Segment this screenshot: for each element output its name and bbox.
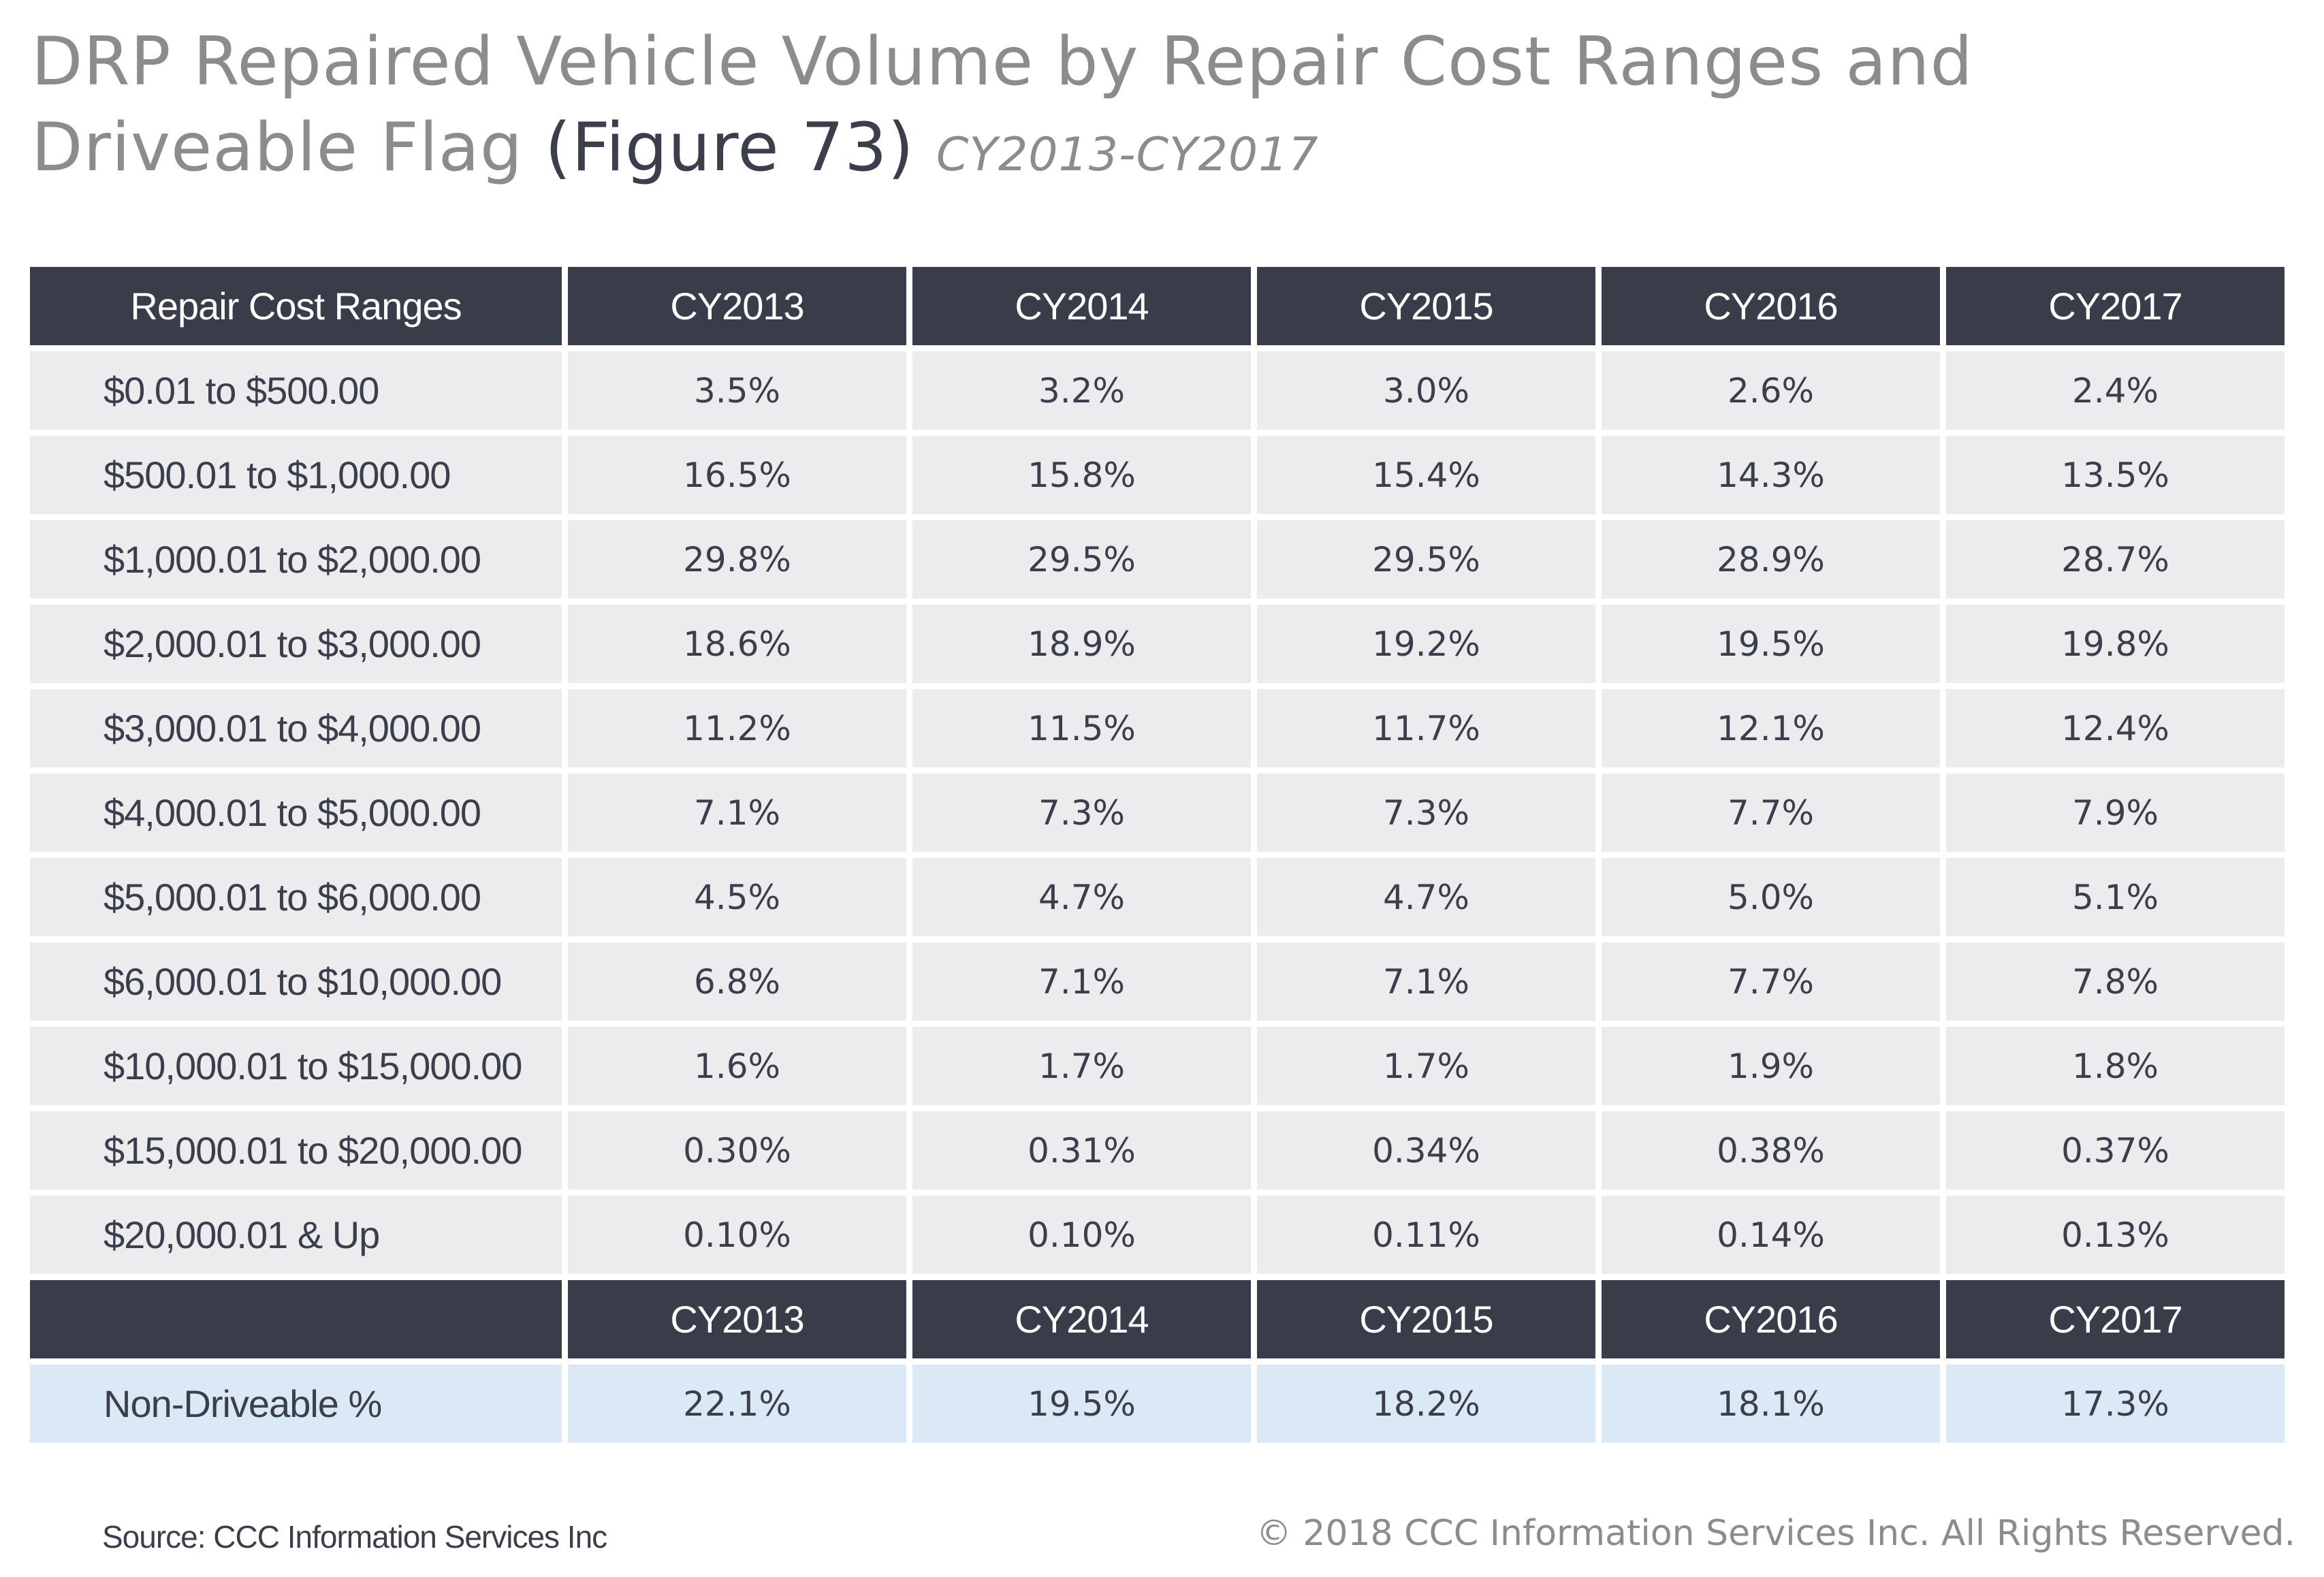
driveable-header-year: CY2017 xyxy=(1946,1280,2285,1358)
data-cell: 4.7% xyxy=(1257,858,1595,936)
data-cell: 0.10% xyxy=(568,1196,906,1274)
data-cell: 12.1% xyxy=(1602,689,1940,767)
data-cell: 7.1% xyxy=(1257,942,1595,1021)
column-header-year: CY2015 xyxy=(1257,267,1595,345)
data-cell: 5.1% xyxy=(1946,858,2285,936)
data-cell: 18.6% xyxy=(568,605,906,683)
data-cell: 1.7% xyxy=(912,1027,1251,1105)
data-cell: 0.31% xyxy=(912,1111,1251,1190)
column-header-year: CY2013 xyxy=(568,267,906,345)
data-cell: 19.8% xyxy=(1946,605,2285,683)
data-cell: 15.4% xyxy=(1257,436,1595,514)
driveable-cell: 19.5% xyxy=(912,1365,1251,1443)
data-cell: 1.7% xyxy=(1257,1027,1595,1105)
data-cell: 3.5% xyxy=(568,351,906,430)
data-cell: 13.5% xyxy=(1946,436,2285,514)
driveable-header-year: CY2013 xyxy=(568,1280,906,1358)
data-cell: 0.14% xyxy=(1602,1196,1940,1274)
driveable-header-year: CY2016 xyxy=(1602,1280,1940,1358)
row-label: $15,000.01 to $20,000.00 xyxy=(30,1111,562,1190)
driveable-row-label: Non-Driveable % xyxy=(30,1365,562,1443)
data-cell: 29.5% xyxy=(1257,520,1595,599)
data-cell: 5.0% xyxy=(1602,858,1940,936)
column-header-range: Repair Cost Ranges xyxy=(30,267,562,345)
data-cell: 1.6% xyxy=(568,1027,906,1105)
data-cell: 12.4% xyxy=(1946,689,2285,767)
data-cell: 11.5% xyxy=(912,689,1251,767)
data-cell: 4.5% xyxy=(568,858,906,936)
driveable-cell: 18.2% xyxy=(1257,1365,1595,1443)
data-cell: 18.9% xyxy=(912,605,1251,683)
data-cell: 16.5% xyxy=(568,436,906,514)
row-label: $1,000.01 to $2,000.00 xyxy=(30,520,562,599)
data-cell: 19.2% xyxy=(1257,605,1595,683)
data-cell: 4.7% xyxy=(912,858,1251,936)
row-label: $10,000.01 to $15,000.00 xyxy=(30,1027,562,1105)
data-cell: 0.34% xyxy=(1257,1111,1595,1190)
column-header-year: CY2014 xyxy=(912,267,1251,345)
data-cell: 14.3% xyxy=(1602,436,1940,514)
column-header-year: CY2017 xyxy=(1946,267,2285,345)
row-label: $4,000.01 to $5,000.00 xyxy=(30,774,562,852)
data-cell: 7.3% xyxy=(1257,774,1595,852)
data-cell: 3.0% xyxy=(1257,351,1595,430)
data-cell: 0.13% xyxy=(1946,1196,2285,1274)
data-cell: 1.8% xyxy=(1946,1027,2285,1105)
data-cell: 1.9% xyxy=(1602,1027,1940,1105)
page-title: DRP Repaired Vehicle Volume by Repair Co… xyxy=(31,19,2278,198)
row-label: $0.01 to $500.00 xyxy=(30,351,562,430)
data-cell: 6.8% xyxy=(568,942,906,1021)
data-cell: 7.7% xyxy=(1602,942,1940,1021)
data-cell: 3.2% xyxy=(912,351,1251,430)
data-cell: 28.9% xyxy=(1602,520,1940,599)
data-cell: 7.1% xyxy=(912,942,1251,1021)
driveable-header-year: CY2015 xyxy=(1257,1280,1595,1358)
data-cell: 2.4% xyxy=(1946,351,2285,430)
driveable-cell: 18.1% xyxy=(1602,1365,1940,1443)
figure-label: (Figure 73) xyxy=(545,109,914,187)
data-cell: 0.37% xyxy=(1946,1111,2285,1190)
data-cell: 0.11% xyxy=(1257,1196,1595,1274)
data-cell: 11.2% xyxy=(568,689,906,767)
data-cell: 11.7% xyxy=(1257,689,1595,767)
data-cell: 7.1% xyxy=(568,774,906,852)
data-cell: 7.3% xyxy=(912,774,1251,852)
data-cell: 29.8% xyxy=(568,520,906,599)
copyright-note: © 2018 CCC Information Services Inc. All… xyxy=(1256,1513,2295,1554)
data-cell: 29.5% xyxy=(912,520,1251,599)
driveable-header-blank xyxy=(30,1280,562,1358)
data-cell: 15.8% xyxy=(912,436,1251,514)
row-label: $6,000.01 to $10,000.00 xyxy=(30,942,562,1021)
source-note: Source: CCC Information Services Inc xyxy=(102,1519,607,1555)
row-label: $5,000.01 to $6,000.00 xyxy=(30,858,562,936)
column-header-year: CY2016 xyxy=(1602,267,1940,345)
row-label: $2,000.01 to $3,000.00 xyxy=(30,605,562,683)
data-cell: 7.9% xyxy=(1946,774,2285,852)
data-cell: 19.5% xyxy=(1602,605,1940,683)
data-cell: 0.38% xyxy=(1602,1111,1940,1190)
data-cell: 7.7% xyxy=(1602,774,1940,852)
driveable-cell: 17.3% xyxy=(1946,1365,2285,1443)
data-cell: 0.30% xyxy=(568,1111,906,1190)
row-label: $3,000.01 to $4,000.00 xyxy=(30,689,562,767)
row-label: $500.01 to $1,000.00 xyxy=(30,436,562,514)
title-period: CY2013-CY2017 xyxy=(936,128,1319,182)
data-cell: 28.7% xyxy=(1946,520,2285,599)
data-cell: 2.6% xyxy=(1602,351,1940,430)
repair-cost-table: Repair Cost Ranges CY2013 CY2014 CY2015 CY20… xyxy=(30,267,2295,1443)
row-label: $20,000.01 & Up xyxy=(30,1196,562,1274)
data-cell: 7.8% xyxy=(1946,942,2285,1021)
data-cell: 0.10% xyxy=(912,1196,1251,1274)
title-main: DRP Repaired Vehicle Volume by Repair Co… xyxy=(31,23,1973,187)
driveable-header-year: CY2014 xyxy=(912,1280,1251,1358)
driveable-cell: 22.1% xyxy=(568,1365,906,1443)
